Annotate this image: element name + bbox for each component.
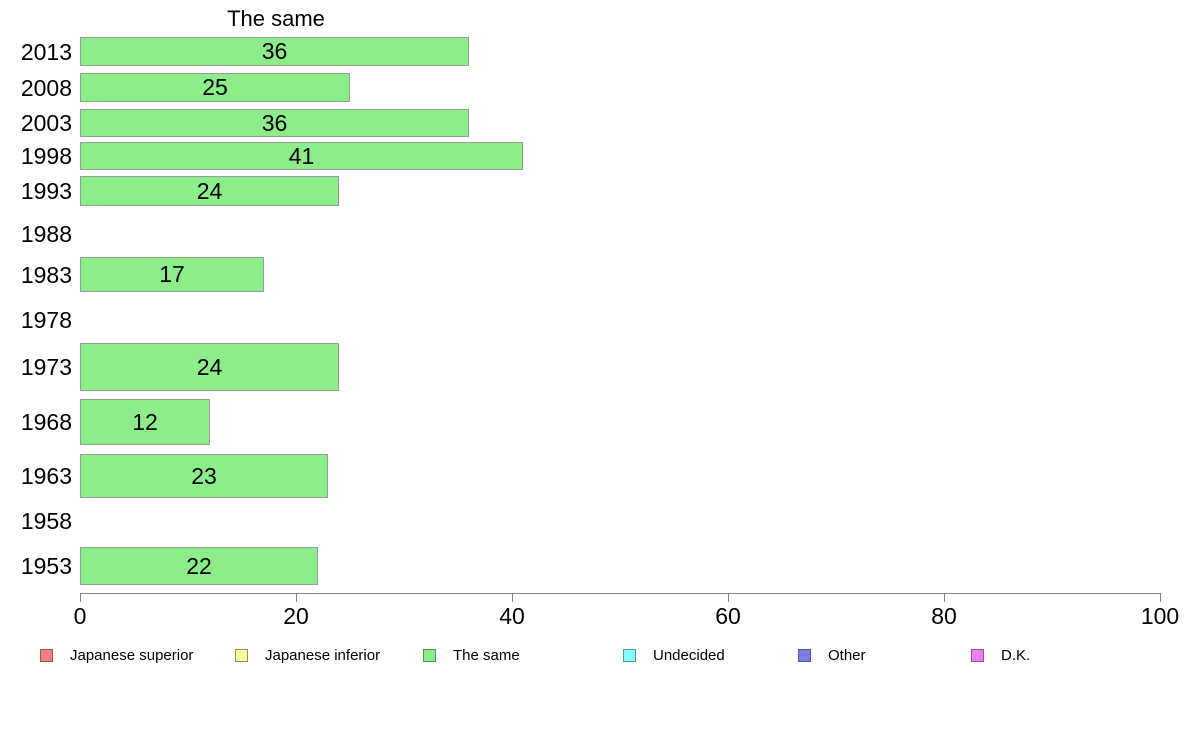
bar-2003: 36 [80, 109, 469, 137]
bar-value-label: 23 [191, 462, 217, 489]
x-axis-tick-0 [80, 593, 81, 602]
legend-swatch-icon [623, 648, 636, 662]
x-axis-tick-label-100: 100 [1140, 603, 1180, 629]
x-axis-tick-20 [296, 593, 297, 602]
bar-value-label: 25 [202, 74, 228, 100]
legend-item-japanese-superior: Japanese superior [40, 646, 193, 664]
bar-1998: 41 [80, 142, 523, 170]
bar-1983: 17 [80, 257, 264, 292]
legend-label: Other [828, 646, 866, 664]
x-axis-tick-label-40: 40 [499, 603, 525, 629]
legend-label: Japanese superior [70, 646, 194, 664]
bar-value-label: 22 [186, 552, 212, 579]
x-axis-tick-label-80: 80 [931, 603, 957, 629]
category-label-1958: 1958 [20, 508, 72, 534]
x-axis-tick-40 [512, 593, 513, 602]
category-label-2013: 2013 [20, 38, 72, 65]
category-label-1998: 1998 [20, 143, 72, 169]
legend-swatch-icon [971, 648, 984, 662]
bar-value-label: 41 [288, 142, 315, 169]
category-label-1993: 1993 [20, 178, 72, 204]
category-label-1968: 1968 [20, 409, 72, 435]
legend-item-other: Other [798, 646, 866, 664]
bar-value-label: 12 [132, 408, 158, 435]
x-axis-tick-label-60: 60 [715, 603, 741, 629]
bar-value-label: 17 [159, 261, 185, 287]
x-axis-tick-60 [728, 593, 729, 602]
bar-1953: 22 [80, 547, 318, 585]
legend-item-japanese-inferior: Japanese inferior [235, 646, 380, 664]
x-axis-tick-100 [1160, 593, 1161, 602]
category-label-1973: 1973 [20, 354, 72, 380]
bar-value-label: 36 [261, 38, 288, 64]
category-label-1988: 1988 [20, 221, 72, 247]
category-label-1978: 1978 [20, 307, 72, 333]
bar-1968: 12 [80, 399, 210, 445]
bar-1993: 24 [80, 176, 339, 206]
legend-label: Japanese inferior [265, 646, 381, 664]
bar-1973: 24 [80, 343, 339, 391]
legend-swatch-icon [235, 648, 248, 662]
legend-label: D.K. [1001, 646, 1031, 664]
x-axis-line [80, 593, 1161, 594]
category-label-2008: 2008 [20, 74, 72, 101]
legend-item-undecided: Undecided [623, 646, 725, 664]
chart-title: The same [227, 6, 325, 31]
legend-item-d-k: D.K. [971, 646, 1030, 664]
legend-swatch-icon [423, 648, 436, 662]
category-label-2003: 2003 [20, 110, 72, 136]
bar-value-label: 24 [196, 353, 223, 380]
legend-label: The same [453, 646, 520, 664]
bar-2008: 25 [80, 73, 350, 102]
category-label-1983: 1983 [20, 261, 72, 288]
x-axis-tick-label-20: 20 [283, 603, 309, 629]
bar-2013: 36 [80, 37, 469, 66]
bar-value-label: 24 [196, 177, 223, 204]
category-label-1953: 1953 [20, 553, 72, 579]
legend-label: Undecided [653, 646, 725, 664]
legend-item-the-same: The same [423, 646, 520, 664]
legend-swatch-icon [40, 648, 53, 662]
bar-value-label: 36 [261, 109, 288, 136]
category-label-1963: 1963 [20, 463, 72, 489]
legend-swatch-icon [798, 648, 811, 662]
x-axis-tick-80 [944, 593, 945, 602]
bar-1963: 23 [80, 454, 328, 498]
x-axis-tick-label-0: 0 [73, 603, 87, 629]
